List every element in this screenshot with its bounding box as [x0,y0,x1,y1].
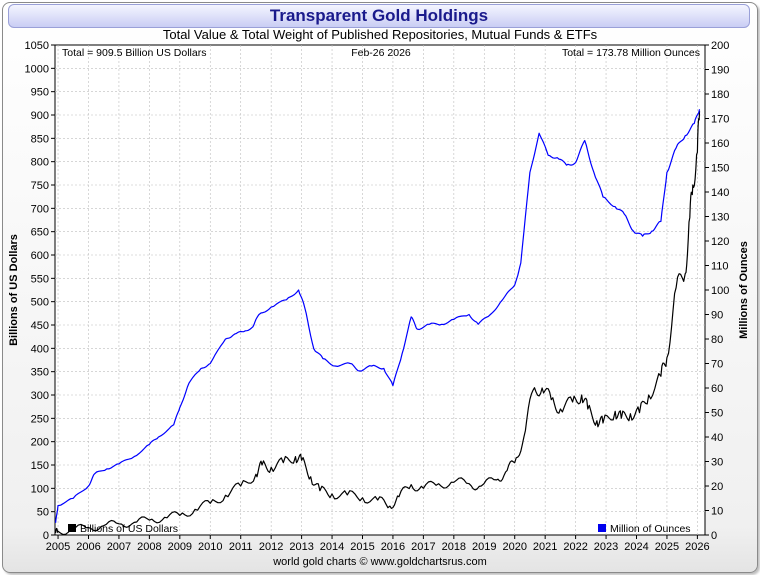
left-tick-label: 0 [43,530,49,542]
x-tick-label: 2023 [594,541,618,553]
x-tick-label: 2008 [137,541,161,553]
right-tick-label: 130 [711,212,729,224]
series-line-0 [55,110,701,536]
left-axis-ticks: 0 50 100 150 200 250 300 350 400 450 500 550 600 650 7… [25,40,55,542]
right-tick-label: 70 [711,359,723,371]
legend-swatch-usd [68,524,76,532]
x-tick-label: 2011 [229,541,253,553]
title-banner: Transparent Gold Holdings [8,4,750,28]
total-value-note: Total = 909.5 Billion US Dollars [62,47,206,59]
left-tick-label: 850 [31,133,49,145]
x-tick-label: 2026 [685,541,709,553]
left-tick-label: 750 [31,180,49,192]
date-note: Feb-26 2026 [351,47,411,59]
right-tick-label: 90 [711,310,723,322]
right-tick-label: 200 [711,40,729,52]
right-tick-label: 40 [711,432,723,444]
right-tick-label: 80 [711,334,723,346]
left-tick-label: 900 [31,110,49,122]
left-tick-label: 700 [31,203,49,215]
right-tick-label: 110 [711,261,729,273]
x-tick-label: 2010 [198,541,222,553]
x-tick-label: 2021 [533,541,557,553]
chart-subtitle: Total Value & Total Weight of Published … [162,27,598,42]
right-tick-label: 0 [711,530,717,542]
left-tick-label: 550 [31,273,49,285]
right-tick-label: 50 [711,408,723,420]
series-line-1 [55,109,701,523]
left-tick-label: 350 [31,367,49,379]
x-tick-label: 2014 [320,541,344,553]
right-tick-label: 140 [711,187,729,199]
left-tick-label: 500 [31,297,49,309]
x-tick-label: 2009 [168,541,192,553]
x-tick-label: 2007 [107,541,131,553]
legend-swatch-oz [598,524,606,532]
right-tick-label: 60 [711,383,723,395]
x-tick-label: 2018 [442,541,466,553]
legend-label-oz: Million of Ounces [610,523,691,535]
right-tick-label: 150 [711,163,729,175]
right-axis-ticks: 0 10 20 30 40 50 60 70 80 90 100 110 120 130 140 150 160… [705,40,729,542]
x-tick-label: 2020 [502,541,526,553]
right-tick-label: 190 [711,65,729,77]
left-tick-label: 950 [31,87,49,99]
left-tick-label: 400 [31,343,49,355]
x-tick-label: 2024 [624,541,648,553]
left-tick-label: 50 [37,507,49,519]
x-tick-label: 2006 [76,541,100,553]
right-axis-title: Millions of Ounces [738,241,750,339]
left-tick-label: 250 [31,413,49,425]
series-lines [55,109,701,536]
footer-credit: world gold charts © www.goldchartsrus.co… [273,556,487,568]
total-weight-note: Total = 173.78 Million Ounces [562,47,700,59]
left-tick-label: 150 [31,460,49,472]
x-tick-label: 2005 [46,541,70,553]
right-tick-label: 10 [711,506,723,518]
plot-area [54,44,706,536]
left-tick-label: 200 [31,437,49,449]
gridlines [55,45,705,535]
right-tick-label: 120 [711,236,729,248]
right-tick-label: 100 [711,285,729,297]
left-axis-title: Billions of US Dollars [8,234,20,346]
x-tick-label: 2012 [259,541,283,553]
right-tick-label: 20 [711,481,723,493]
left-tick-label: 800 [31,157,49,169]
right-tick-label: 160 [711,138,729,150]
left-tick-label: 300 [31,390,49,402]
x-tick-label: 2019 [472,541,496,553]
left-tick-label: 1050 [25,40,49,52]
left-tick-label: 450 [31,320,49,332]
x-axis-ticks: 2005 2006 2007 2008 2009 2010 2011 2012 2013 2014… [46,535,710,553]
right-tick-label: 170 [711,114,729,126]
x-tick-label: 2016 [381,541,405,553]
chart-title: Transparent Gold Holdings [269,6,489,25]
left-tick-label: 100 [31,483,49,495]
x-tick-label: 2025 [655,541,679,553]
left-tick-label: 1000 [25,63,49,75]
x-tick-label: 2015 [350,541,374,553]
x-tick-label: 2022 [563,541,587,553]
left-tick-label: 600 [31,250,49,262]
right-tick-label: 180 [711,89,729,101]
right-tick-label: 30 [711,457,723,469]
legend-label-usd: Billions of US Dollars [80,523,178,535]
x-tick-label: 2013 [289,541,313,553]
left-tick-label: 650 [31,227,49,239]
x-tick-label: 2017 [411,541,435,553]
